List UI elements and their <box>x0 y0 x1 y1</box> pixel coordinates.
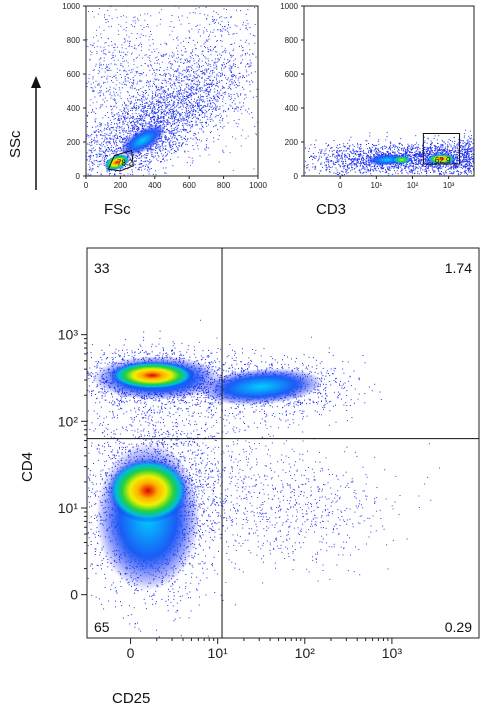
x-tick-label: 600 <box>183 181 197 190</box>
y-tick-label: 10³ <box>58 327 79 343</box>
ssc-arrow-head <box>31 76 41 88</box>
quadrant-bottom-right-value: 0.29 <box>445 619 472 635</box>
x-tick-label: 200 <box>114 181 128 190</box>
x-tick-label: 10¹ <box>208 645 229 661</box>
y-axis-label-cd4: CD4 <box>19 452 36 482</box>
x-tick-label: 10² <box>407 181 419 190</box>
quadrant-bottom-left-value: 65 <box>94 619 110 635</box>
cd3-gate <box>422 133 461 165</box>
y-tick-label: 800 <box>67 36 81 45</box>
lymphocyte-density <box>104 154 130 171</box>
cd3-panel: 62.9 0 10¹ 10² 10³ 0 200 400 600 800 1000 CD3 <box>280 2 475 218</box>
x-tick-label: 1000 <box>249 181 267 190</box>
cd25-cd4-panel: 0 10¹ 10² 10³ 0 10¹ 10² 10³ 33 1.74 65 0.29 CD… <box>19 247 480 707</box>
fsc-ssc-frame <box>85 5 259 177</box>
x-tick-label: 0 <box>84 181 89 190</box>
cd3-x-ticks: 0 10¹ 10² 10³ <box>338 176 455 190</box>
x-tick-label: 0 <box>127 645 135 661</box>
y-tick-label: 800 <box>285 36 299 45</box>
cd3-density <box>365 153 456 166</box>
y-tick-label: 10² <box>58 413 79 429</box>
fsc-x-ticks: 0 200 400 600 800 1000 <box>84 176 267 190</box>
cd25-cd4-density <box>92 356 324 591</box>
y-axis-label-ssc: SSc <box>7 130 24 158</box>
cd25-cd4-frame <box>86 247 480 639</box>
y-tick-label: 1000 <box>280 2 298 11</box>
y-tick-label: 600 <box>285 70 299 79</box>
y-tick-label: 600 <box>67 70 81 79</box>
cd25-x-ticks: 0 10¹ 10² 10³ <box>127 638 403 661</box>
y-tick-label: 0 <box>76 172 81 181</box>
quadrant-top-right-value: 1.74 <box>445 260 472 276</box>
y-tick-label: 0 <box>294 172 299 181</box>
y-tick-label: 200 <box>67 138 81 147</box>
x-axis-label-fsc: FSc <box>104 201 131 218</box>
x-tick-label: 800 <box>217 181 231 190</box>
x-tick-label: 10¹ <box>371 181 383 190</box>
cd4-low-core-density <box>107 458 188 523</box>
y-tick-label: 0 <box>70 587 78 603</box>
y-tick-label: 10¹ <box>58 500 79 516</box>
x-axis-label-cd3: CD3 <box>316 201 346 218</box>
gate-percent-cd3: 62.9 <box>435 156 451 165</box>
cd4-y-ticks: 0 10¹ 10² 10³ <box>58 327 87 603</box>
y-tick-label: 200 <box>285 138 299 147</box>
y-tick-label: 1000 <box>62 2 80 11</box>
x-tick-label: 0 <box>338 181 343 190</box>
fsc-ssc-density <box>104 124 166 171</box>
x-tick-label: 10² <box>295 645 316 661</box>
lymphocyte-gate <box>107 149 134 172</box>
cd25-tail-density <box>199 368 324 406</box>
x-axis-label-cd25: CD25 <box>112 690 150 707</box>
cd3-y-ticks: 0 200 400 600 800 1000 <box>280 2 304 181</box>
cd3-frame <box>303 5 475 177</box>
y-tick-label: 400 <box>285 104 299 113</box>
quadrant-top-left-value: 33 <box>94 260 110 276</box>
cd4-high-core-density <box>110 361 195 390</box>
main-cloud-density <box>119 124 166 157</box>
cd3-positive-density <box>427 154 456 164</box>
fsc-ssc-events <box>86 6 258 176</box>
x-tick-label: 400 <box>148 181 162 190</box>
fsc-ssc-panel: 78.2 0 200 400 600 800 1000 0 200 400 600 800 1000… <box>7 2 267 218</box>
x-tick-label: 10³ <box>382 645 403 661</box>
ssc-y-ticks: 0 200 400 600 800 1000 <box>62 2 86 181</box>
y-tick-label: 400 <box>67 104 81 113</box>
gate-percent-fsc: 78.2 <box>117 158 133 167</box>
cd3-mid-density <box>391 155 412 164</box>
x-tick-label: 10³ <box>443 181 455 190</box>
